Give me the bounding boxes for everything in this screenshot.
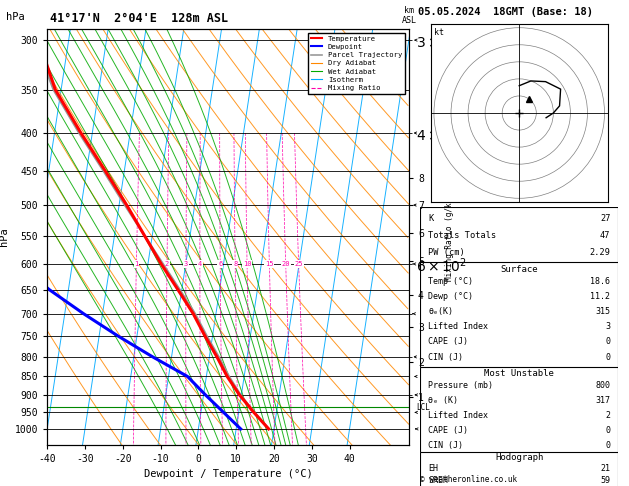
Text: Lifted Index: Lifted Index bbox=[428, 411, 488, 420]
Text: Most Unstable: Most Unstable bbox=[484, 369, 554, 378]
Text: 8: 8 bbox=[233, 261, 237, 267]
Text: 800: 800 bbox=[596, 381, 610, 390]
Text: kt: kt bbox=[434, 28, 444, 36]
Text: 0: 0 bbox=[605, 426, 610, 435]
Text: Dewp (°C): Dewp (°C) bbox=[428, 292, 473, 301]
Text: km
ASL: km ASL bbox=[401, 6, 416, 25]
Text: Hodograph: Hodograph bbox=[495, 453, 543, 462]
Text: 05.05.2024  18GMT (Base: 18): 05.05.2024 18GMT (Base: 18) bbox=[418, 7, 593, 17]
Text: 20: 20 bbox=[281, 261, 290, 267]
Text: Pressure (mb): Pressure (mb) bbox=[428, 381, 493, 390]
Text: 47: 47 bbox=[600, 231, 610, 240]
Text: Lifted Index: Lifted Index bbox=[428, 322, 488, 331]
Text: hPa: hPa bbox=[6, 12, 25, 22]
Text: 25: 25 bbox=[294, 261, 303, 267]
Text: Temp (°C): Temp (°C) bbox=[428, 277, 473, 286]
Text: Mixing Ratio (g/kg): Mixing Ratio (g/kg) bbox=[445, 193, 454, 281]
Y-axis label: hPa: hPa bbox=[0, 227, 9, 246]
Text: 2.29: 2.29 bbox=[589, 248, 610, 257]
Text: 317: 317 bbox=[596, 396, 610, 405]
Text: 15: 15 bbox=[265, 261, 274, 267]
Text: 1: 1 bbox=[134, 261, 138, 267]
Text: 0: 0 bbox=[605, 337, 610, 347]
Text: EH: EH bbox=[428, 464, 438, 473]
Legend: Temperature, Dewpoint, Parcel Trajectory, Dry Adiabat, Wet Adiabat, Isotherm, Mi: Temperature, Dewpoint, Parcel Trajectory… bbox=[308, 33, 405, 94]
Text: 3: 3 bbox=[184, 261, 188, 267]
Text: 0: 0 bbox=[605, 441, 610, 450]
Text: © weatheronline.co.uk: © weatheronline.co.uk bbox=[420, 474, 517, 484]
Text: 59: 59 bbox=[601, 476, 610, 485]
Text: PW (cm): PW (cm) bbox=[428, 248, 465, 257]
Text: 3: 3 bbox=[605, 322, 610, 331]
Text: 2: 2 bbox=[605, 411, 610, 420]
Text: K: K bbox=[428, 214, 433, 224]
Text: Surface: Surface bbox=[501, 265, 538, 274]
Text: 41°17'N  2°04'E  128m ASL: 41°17'N 2°04'E 128m ASL bbox=[50, 12, 228, 25]
Text: 18.6: 18.6 bbox=[591, 277, 610, 286]
Text: 4: 4 bbox=[198, 261, 202, 267]
Text: CIN (J): CIN (J) bbox=[428, 352, 463, 362]
Text: CIN (J): CIN (J) bbox=[428, 441, 463, 450]
Text: 27: 27 bbox=[600, 214, 610, 224]
Text: 315: 315 bbox=[596, 307, 610, 316]
Text: θₑ(K): θₑ(K) bbox=[428, 307, 453, 316]
Text: CAPE (J): CAPE (J) bbox=[428, 426, 468, 435]
Text: SREH: SREH bbox=[428, 476, 448, 485]
Text: θₑ (K): θₑ (K) bbox=[428, 396, 458, 405]
Text: LCL: LCL bbox=[416, 403, 430, 412]
Text: 0: 0 bbox=[605, 352, 610, 362]
X-axis label: Dewpoint / Temperature (°C): Dewpoint / Temperature (°C) bbox=[143, 469, 313, 479]
Text: 2: 2 bbox=[165, 261, 169, 267]
Text: 11.2: 11.2 bbox=[591, 292, 610, 301]
Text: 6: 6 bbox=[218, 261, 222, 267]
Text: 10: 10 bbox=[243, 261, 252, 267]
Text: CAPE (J): CAPE (J) bbox=[428, 337, 468, 347]
Text: Totals Totals: Totals Totals bbox=[428, 231, 496, 240]
Text: 21: 21 bbox=[601, 464, 610, 473]
